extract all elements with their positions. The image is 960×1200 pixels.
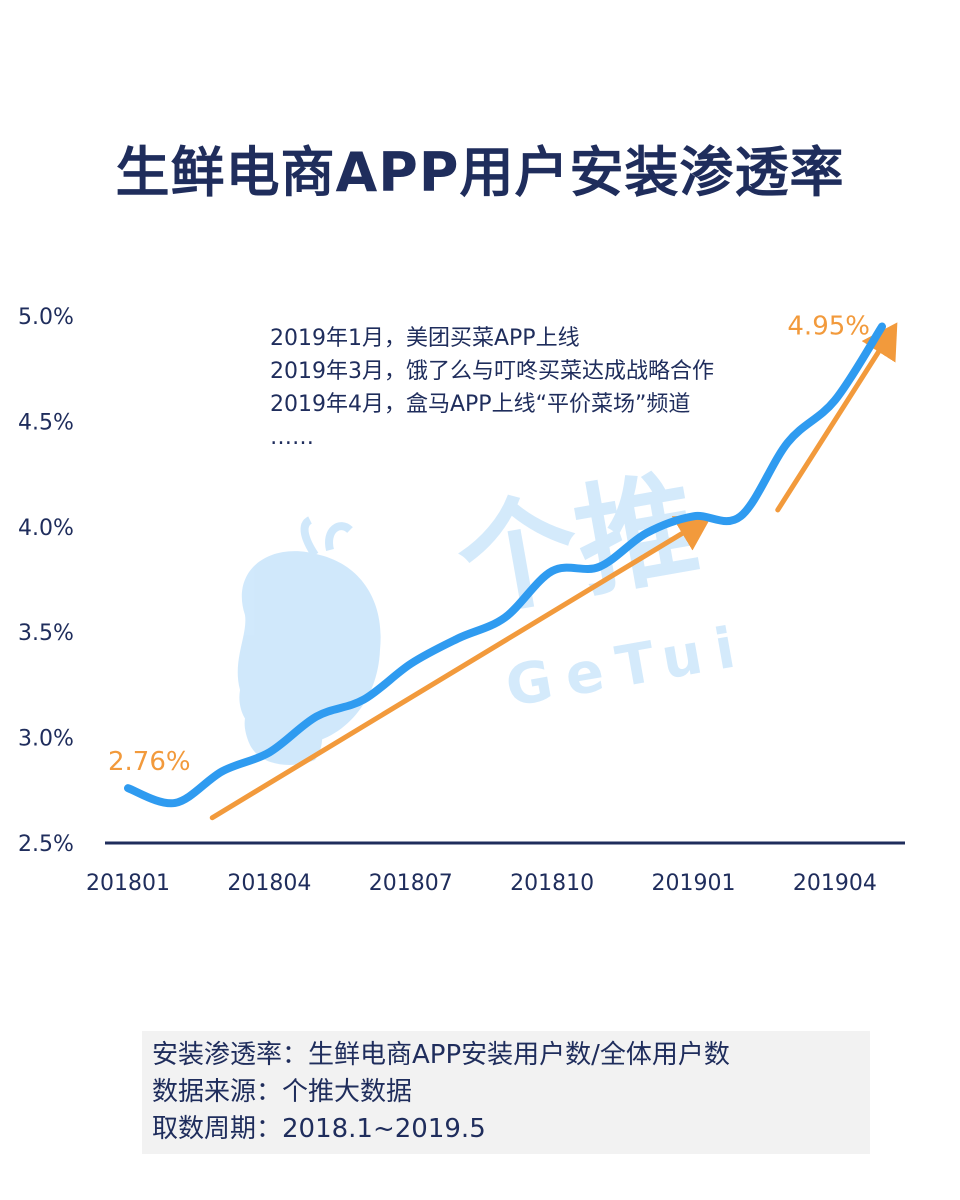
x-tick-label: 201801 [86,871,170,896]
y-axis-tick-labels: 2.5% 3.0% 3.5% 4.0% 4.5% 5.0% [18,305,74,857]
callout-label: 2.76% [108,747,191,777]
x-tick-label: 201904 [793,871,877,896]
annotation-line-2: 2019年3月，饿了么与叮咚买菜达成战略合作 [270,359,714,384]
callout-label: 4.95% [787,312,870,342]
x-tick-label: 201804 [227,871,311,896]
getui-watermark-mascot [237,516,381,765]
trend-arrow [209,515,713,821]
watermark-brand-en: GeTui [501,613,754,720]
value-callouts: 2.76% 4.95% [108,312,870,778]
y-tick-label: 2.5% [18,832,74,857]
annotation-line-1: 2019年1月，美团买菜APP上线 [270,326,580,351]
series-line [124,322,886,808]
y-tick-label: 4.0% [18,516,74,541]
y-tick-label: 3.0% [18,727,74,752]
trend-arrows [209,322,898,821]
x-axis-tick-labels: 201801 201804 201807 201810 201901 201904 [86,871,877,896]
trend-arrow [775,322,898,513]
footer-definition: 安装渗透率：生鲜电商APP安装用户数/全体用户数 [152,1040,730,1070]
footer-notes: 安装渗透率：生鲜电商APP安装用户数/全体用户数 数据来源：个推大数据 取数周期… [142,1031,870,1154]
x-tick-label: 201810 [510,871,594,896]
event-annotations: 2019年1月，美团买菜APP上线 2019年3月，饿了么与叮咚买菜达成战略合作… [270,326,714,450]
annotation-line-3: 2019年4月，盒马APP上线“平价菜场”频道 [270,392,690,417]
chart-title: 生鲜电商APP用户安装渗透率 [115,141,845,204]
x-tick-label: 201901 [652,871,736,896]
footer-period: 取数周期：2018.1~2019.5 [152,1114,486,1144]
x-tick-label: 201807 [369,871,453,896]
chart-area: 个推 GeTui 2.5% 3.0% 3.5% 4.0% 4.5% 5.0% 201801… [18,305,905,896]
y-tick-label: 5.0% [18,305,74,330]
annotation-line-4: …… [270,425,314,450]
footer-source: 数据来源：个推大数据 [152,1077,413,1107]
y-tick-label: 4.5% [18,410,74,435]
watermark-brand: 个推 [448,457,708,636]
y-tick-label: 3.5% [18,621,74,646]
